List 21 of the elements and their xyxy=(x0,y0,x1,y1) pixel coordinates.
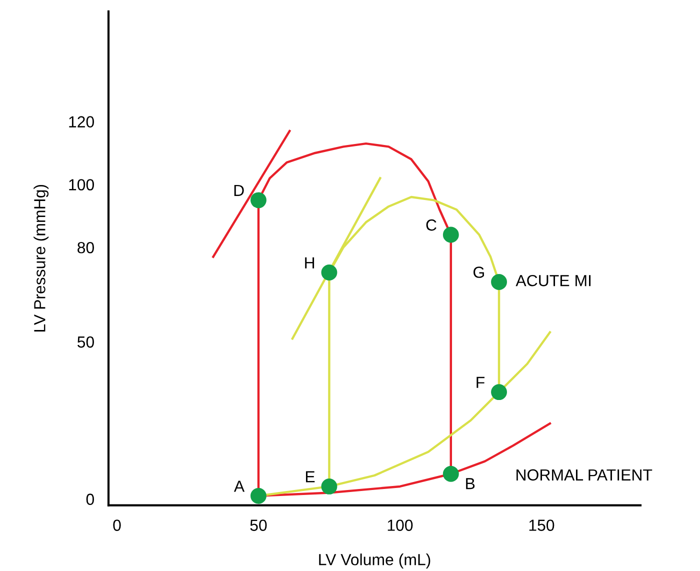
data-label: H xyxy=(305,257,314,268)
y-tick-label: 0 xyxy=(86,494,94,505)
data-label: C xyxy=(426,219,436,231)
series-label: NORMAL PATIENT xyxy=(516,469,652,481)
x-tick-label: 50 xyxy=(250,520,267,531)
data-label: G xyxy=(474,266,484,278)
series-label: ACUTE MI xyxy=(516,274,591,286)
y-tick-label: 120 xyxy=(69,116,94,128)
y-tick-label: 50 xyxy=(77,336,94,348)
x-tick-label: 0 xyxy=(113,520,121,531)
data-label: E xyxy=(306,471,315,482)
x-tick-label: 100 xyxy=(388,520,413,531)
y-axis-title: LV Pressure (mmHg) xyxy=(34,184,49,332)
data-label: F xyxy=(476,376,484,388)
data-label: A xyxy=(234,480,245,492)
y-tick-label: 100 xyxy=(69,179,94,190)
x-axis-title: LV Volume (mL) xyxy=(319,554,430,568)
data-label: B xyxy=(466,478,475,490)
y-tick-label: 80 xyxy=(78,242,94,254)
x-tick-label: 150 xyxy=(529,520,554,531)
data-label: D xyxy=(234,184,244,196)
